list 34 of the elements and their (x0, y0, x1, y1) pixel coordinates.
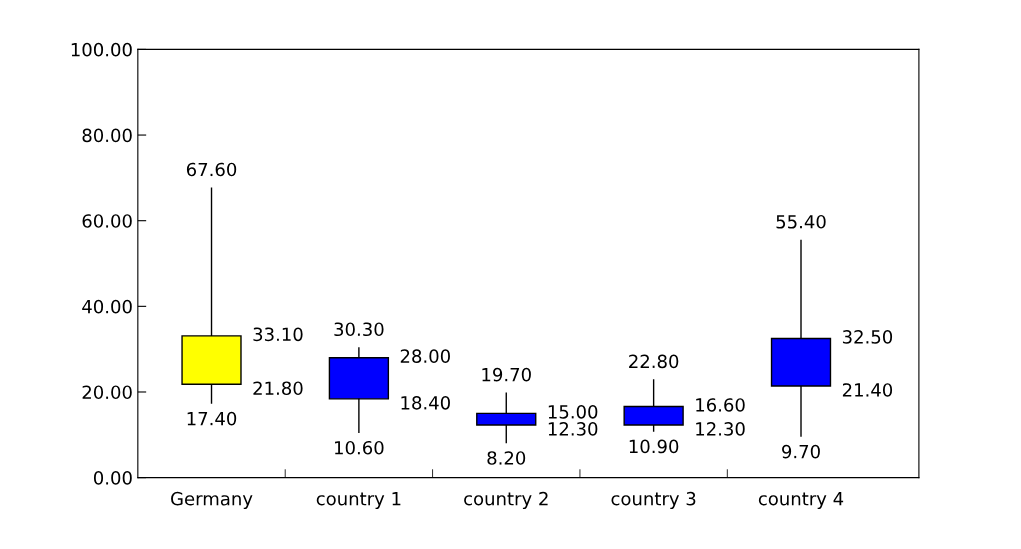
text: 10.90 (629, 439, 679, 454)
text: 12.30 (548, 422, 598, 436)
candlestick (770, 239, 832, 437)
y-tick-label: 80.00 (82, 128, 132, 143)
x-tick-label: country 4 (758, 492, 844, 509)
text: 9.70 (782, 444, 820, 459)
y-tick-label: 100.00 (71, 42, 132, 57)
y-tick-label: 20.00 (82, 385, 132, 400)
text: 18.40 (401, 395, 450, 410)
text: 19.70 (482, 367, 531, 382)
text: 22.80 (629, 354, 679, 369)
text: 15.00 (548, 404, 598, 419)
y-tick-label: 40.00 (82, 299, 132, 314)
text: 55.40 (776, 214, 826, 229)
text: 17.40 (187, 411, 237, 426)
text: 30.30 (334, 322, 384, 337)
text: 12.30 (696, 422, 745, 436)
text: 16.60 (696, 398, 745, 412)
y-tick-label: 60.00 (82, 214, 132, 228)
candlestick (181, 187, 242, 404)
y-tick-label: 0.00 (93, 471, 132, 485)
candlestick (328, 347, 390, 433)
x-tick-label: country 1 (316, 492, 401, 509)
text: 28.00 (400, 349, 450, 363)
x-tick-label: Germany (171, 491, 253, 509)
text: 8.20 (487, 451, 526, 465)
text: 33.10 (253, 327, 303, 342)
text: 10.60 (335, 440, 384, 455)
x-tick-label: country 2 (464, 491, 548, 509)
text: 21.80 (253, 381, 303, 396)
text: 67.60 (186, 162, 237, 177)
x-tick-label: country 3 (611, 491, 696, 509)
text: 32.50 (842, 330, 893, 344)
text: 21.40 (842, 383, 893, 397)
